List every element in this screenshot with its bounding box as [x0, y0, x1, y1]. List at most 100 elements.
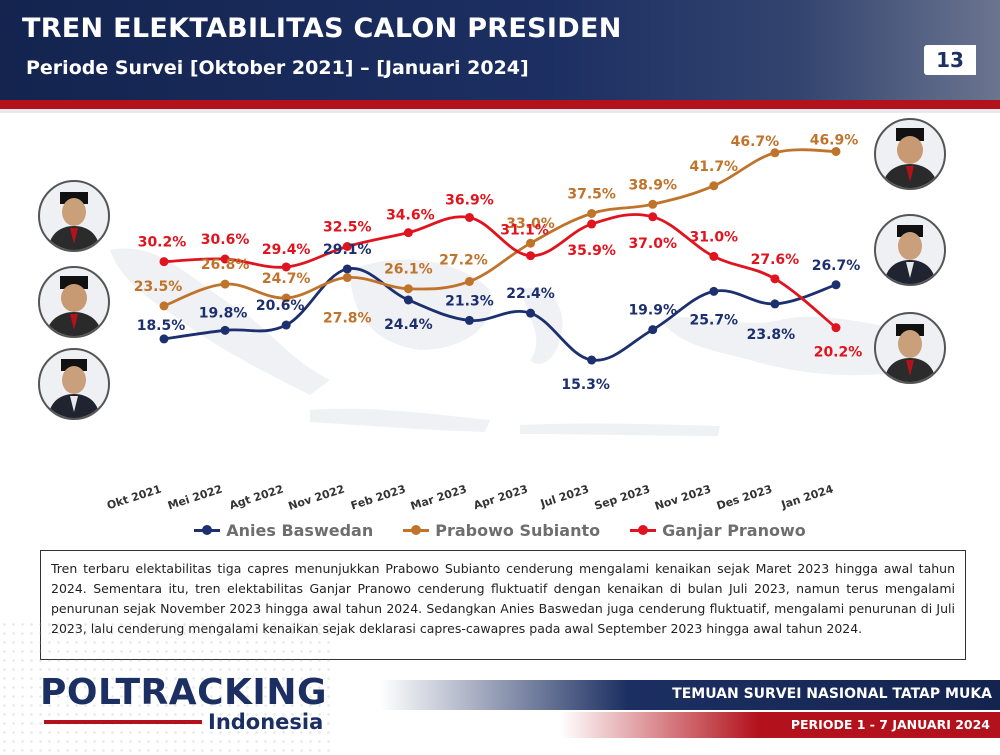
data-point-prabowo [770, 148, 780, 158]
data-point-ganjar [159, 257, 169, 267]
legend-line-marker-icon [403, 524, 430, 536]
data-point-prabowo [587, 209, 597, 218]
data-point-anies [770, 299, 780, 309]
data-label-prabowo: 37.5% [567, 187, 616, 203]
anies-portrait-right [874, 214, 946, 286]
data-point-anies [220, 325, 230, 335]
data-label-prabowo: 26.8% [201, 257, 250, 273]
x-tick-label: Agt 2022 [228, 482, 285, 512]
prabowo-portrait-right [874, 118, 946, 190]
x-tick-label: Nov 2022 [287, 482, 347, 512]
ganjar-portrait-right [874, 312, 946, 384]
x-tick-label: Apr 2023 [472, 482, 530, 512]
data-label-prabowo: 33.0% [506, 216, 555, 232]
ganjar-portrait-left [38, 180, 110, 252]
person-icon [884, 225, 936, 284]
data-point-ganjar [403, 228, 413, 238]
data-point-ganjar [220, 254, 230, 264]
data-label-prabowo: 38.9% [628, 177, 677, 193]
footer-navy-bar [380, 680, 1000, 710]
legend-item-prabowo: Prabowo Subianto [403, 519, 600, 541]
data-point-anies [281, 320, 291, 330]
logo-underline [44, 720, 202, 724]
legend-item-ganjar: Ganjar Pranowo [630, 519, 806, 541]
data-label-prabowo: 46.7% [731, 134, 780, 150]
data-point-ganjar [281, 262, 291, 272]
legend-line-marker-icon [630, 524, 657, 536]
data-point-prabowo [159, 301, 169, 311]
data-point-anies [403, 295, 413, 305]
legend-item-anies: Anies Baswedan [194, 519, 373, 541]
data-point-anies [342, 264, 352, 274]
data-point-prabowo [526, 238, 536, 248]
data-label-anies: 21.3% [445, 293, 494, 309]
data-label-prabowo: 26.1% [384, 262, 433, 278]
prabowo-portrait-left [38, 266, 110, 338]
data-point-ganjar [831, 323, 841, 333]
x-tick-label: Feb 2023 [349, 482, 407, 512]
person-icon [46, 276, 102, 336]
footer-survey-period: PERIODE 1 - 7 JANUARI 2024 [790, 717, 990, 732]
data-point-prabowo [342, 273, 352, 283]
data-label-ganjar: 20.2% [814, 345, 863, 361]
data-label-ganjar: 30.2% [138, 235, 187, 251]
legend-label-ganjar: Ganjar Pranowo [662, 520, 806, 540]
legend-label-prabowo: Prabowo Subianto [435, 520, 601, 540]
chart-legend: Anies Baswedan Prabowo Subianto Ganjar P… [0, 519, 1000, 541]
data-label-ganjar: 37.0% [628, 236, 677, 252]
data-point-anies [648, 325, 658, 335]
data-label-ganjar: 31.1% [500, 223, 549, 239]
data-label-ganjar: 35.9% [567, 243, 616, 259]
footer-red-bar [560, 712, 1000, 738]
person-icon [884, 324, 936, 382]
footer-survey-title: TEMUAN SURVEI NASIONAL TATAP MUKA [672, 686, 992, 702]
data-point-anies [831, 280, 841, 290]
data-label-prabowo: 24.7% [262, 271, 311, 287]
data-point-ganjar [526, 251, 536, 261]
person-icon [882, 128, 938, 188]
anies-portrait-left [38, 348, 110, 420]
data-point-prabowo [281, 293, 291, 303]
data-label-prabowo: 46.9% [810, 132, 859, 148]
data-label-anies: 19.8% [199, 305, 248, 321]
x-tick-label: Mar 2023 [409, 482, 468, 512]
data-label-anies: 23.8% [747, 327, 796, 343]
data-label-prabowo: 27.8% [323, 311, 372, 327]
data-point-ganjar [464, 212, 474, 222]
x-tick-label: Jul 2023 [538, 482, 591, 510]
data-point-prabowo [831, 146, 841, 156]
page-subtitle: Periode Survei [Oktober 2021] – [Januari… [26, 57, 529, 79]
data-point-prabowo [220, 279, 230, 289]
data-point-ganjar [709, 251, 719, 261]
page-title: TREN ELEKTABILITAS CALON PRESIDEN [22, 13, 622, 44]
x-tick-label: Okt 2021 [105, 482, 163, 512]
data-point-prabowo [648, 199, 658, 209]
line-chart: 18.5% 19.8% 20.6% 29.1% 24.4% 21.3% 22.4% 15.3%… [105, 132, 863, 512]
data-point-prabowo [464, 276, 474, 286]
data-point-ganjar [648, 212, 658, 222]
data-label-anies: 25.7% [690, 312, 739, 328]
description-text: Tren terbaru elektabilitas tiga capres m… [40, 550, 966, 660]
data-label-anies: 24.4% [384, 317, 433, 333]
data-point-prabowo [709, 181, 719, 191]
data-point-anies [526, 308, 536, 318]
x-tick-label: Nov 2023 [653, 482, 713, 512]
data-point-anies [464, 315, 474, 325]
data-label-ganjar: 29.4% [262, 242, 311, 258]
data-label-ganjar: 32.5% [323, 220, 372, 236]
data-point-ganjar [770, 274, 780, 284]
header-light-stripe [0, 109, 1000, 113]
data-label-ganjar: 34.6% [386, 208, 435, 224]
legend-line-marker-icon [194, 524, 221, 536]
x-tick-label: Jan 2024 [779, 482, 835, 511]
data-point-ganjar [587, 219, 597, 229]
data-label-prabowo: 23.5% [134, 279, 183, 295]
legend-label-anies: Anies Baswedan [226, 520, 374, 540]
data-label-anies: 18.5% [137, 318, 186, 334]
data-label-anies: 15.3% [561, 377, 610, 393]
data-label-anies: 26.7% [812, 258, 861, 274]
poltracking-logo: POLTRACKING [40, 672, 327, 713]
data-label-ganjar: 36.9% [445, 192, 494, 208]
data-label-prabowo: 27.2% [439, 252, 488, 268]
data-point-anies [709, 286, 719, 296]
